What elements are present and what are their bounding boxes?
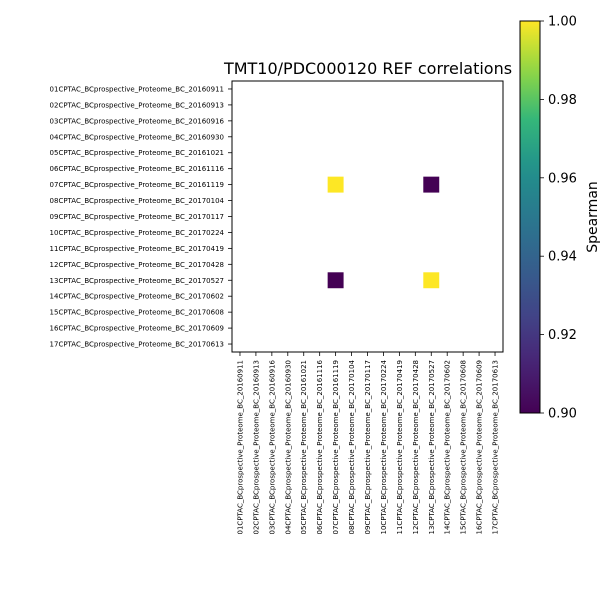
colorbar-tick-label: 0.96	[548, 171, 577, 186]
x-tick-label: 13CPTAC_BCprospective_Proteome_BC_201705…	[428, 360, 436, 534]
y-tick-label: 13CPTAC_BCprospective_Proteome_BC_201705…	[50, 277, 224, 285]
x-tick-label: 01CPTAC_BCprospective_Proteome_BC_201609…	[236, 360, 244, 534]
x-tick-label: 09CPTAC_BCprospective_Proteome_BC_201701…	[364, 360, 372, 534]
heatmap-cell	[327, 272, 344, 289]
x-tick-label: 05CPTAC_BCprospective_Proteome_BC_201610…	[300, 360, 308, 534]
colorbar-tick-label: 0.94	[548, 250, 577, 265]
x-tick-label: 17CPTAC_BCprospective_Proteome_BC_201706…	[492, 360, 500, 534]
y-tick-label: 12CPTAC_BCprospective_Proteome_BC_201704…	[50, 261, 224, 269]
y-tick-label: 17CPTAC_BCprospective_Proteome_BC_201706…	[50, 341, 224, 349]
colorbar-tick-label: 0.90	[548, 407, 577, 422]
y-tick-label: 03CPTAC_BCprospective_Proteome_BC_201609…	[50, 117, 225, 125]
y-tick-label: 04CPTAC_BCprospective_Proteome_BC_201609…	[50, 133, 224, 141]
x-tick-label: 10CPTAC_BCprospective_Proteome_BC_201702…	[380, 359, 388, 534]
heatmap-cell	[423, 176, 440, 193]
heatmap-cell	[423, 272, 440, 289]
colorbar: 0.90 0.92 0.94 0.96 0.98 1.00 Spearman	[519, 15, 600, 422]
colorbar-tick-label: 0.98	[548, 93, 577, 108]
y-tick-label: 02CPTAC_BCprospective_Proteome_BC_201609…	[50, 101, 224, 109]
y-tick-label: 16CPTAC_BCprospective_Proteome_BC_201706…	[50, 325, 224, 333]
chart-title: TMT10/PDC000120 REF correlations	[223, 59, 512, 78]
y-tick-label: 11CPTAC_BCprospective_Proteome_BC_201704…	[50, 245, 224, 253]
x-tick-label: 03CPTAC_BCprospective_Proteome_BC_201609…	[268, 359, 276, 534]
y-tick-label: 08CPTAC_BCprospective_Proteome_BC_201701…	[50, 197, 225, 205]
x-tick-label: 02CPTAC_BCprospective_Proteome_BC_201609…	[252, 360, 260, 534]
heatmap-cell	[327, 176, 344, 193]
x-tick-label: 16CPTAC_BCprospective_Proteome_BC_201706…	[476, 360, 484, 534]
y-tick-label: 01CPTAC_BCprospective_Proteome_BC_201609…	[50, 85, 224, 93]
y-tick-label: 10CPTAC_BCprospective_Proteome_BC_201702…	[50, 229, 225, 237]
colorbar-gradient	[519, 20, 541, 414]
x-tick-label: 12CPTAC_BCprospective_Proteome_BC_201704…	[412, 360, 420, 534]
heatmap-grid	[231, 80, 504, 353]
x-tick-label: 15CPTAC_BCprospective_Proteome_BC_201706…	[460, 360, 468, 534]
colorbar-label: Spearman	[585, 181, 600, 253]
x-axis-tick-labels: 01CPTAC_BCprospective_Proteome_BC_201609…	[236, 352, 500, 534]
plot-frame	[231, 80, 504, 353]
x-tick-label: 04CPTAC_BCprospective_Proteome_BC_201609…	[284, 360, 292, 534]
y-tick-label: 15CPTAC_BCprospective_Proteome_BC_201706…	[50, 309, 224, 317]
colorbar-tick-label: 0.92	[548, 328, 577, 343]
x-tick-label: 08CPTAC_BCprospective_Proteome_BC_201701…	[348, 359, 356, 534]
x-tick-label: 14CPTAC_BCprospective_Proteome_BC_201706…	[444, 360, 452, 534]
y-tick-label: 09CPTAC_BCprospective_Proteome_BC_201701…	[50, 213, 224, 221]
y-tick-label: 06CPTAC_BCprospective_Proteome_BC_201611…	[50, 165, 225, 173]
x-tick-label: 06CPTAC_BCprospective_Proteome_BC_201611…	[316, 359, 324, 534]
y-tick-label: 05CPTAC_BCprospective_Proteome_BC_201610…	[50, 149, 224, 157]
x-tick-label: 07CPTAC_BCprospective_Proteome_BC_201611…	[332, 360, 340, 534]
y-tick-label: 14CPTAC_BCprospective_Proteome_BC_201706…	[50, 293, 224, 301]
colorbar-tick-label: 1.00	[548, 15, 577, 30]
y-tick-label: 07CPTAC_BCprospective_Proteome_BC_201611…	[50, 181, 224, 189]
y-axis-tick-labels: 01CPTAC_BCprospective_Proteome_BC_201609…	[50, 85, 232, 349]
x-tick-label: 11CPTAC_BCprospective_Proteome_BC_201704…	[396, 360, 404, 534]
